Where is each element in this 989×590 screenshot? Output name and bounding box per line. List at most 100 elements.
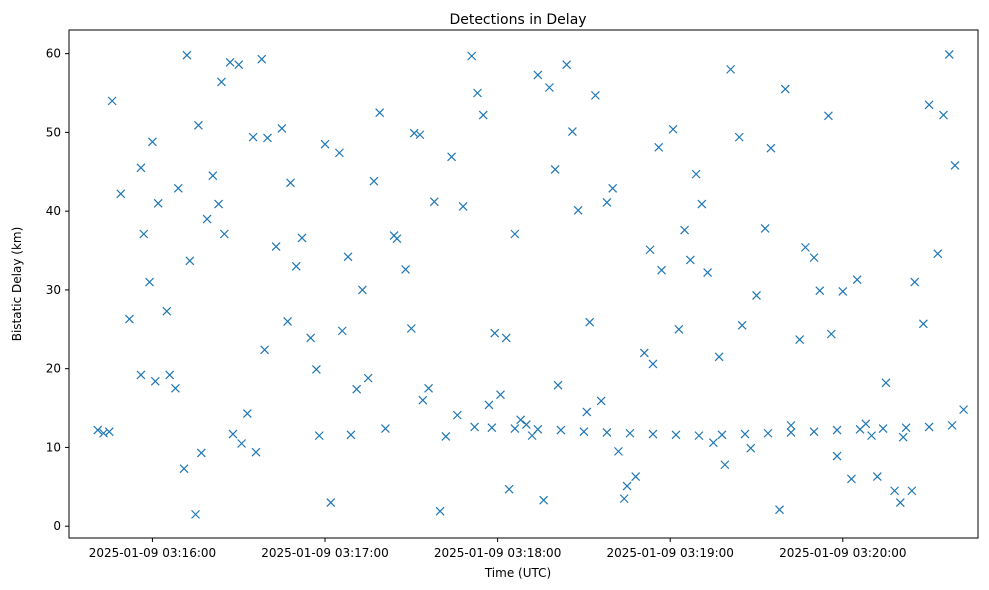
data-point	[809, 427, 819, 437]
data-point	[510, 424, 520, 433]
data-point	[107, 96, 117, 106]
data-point	[567, 127, 577, 137]
chart-title: Detections in Delay	[449, 12, 586, 28]
data-point	[648, 429, 658, 439]
data-point	[173, 183, 183, 193]
data-point	[631, 472, 641, 481]
data-point	[510, 229, 520, 239]
data-point	[596, 396, 606, 406]
data-point	[271, 242, 281, 252]
data-point	[165, 370, 175, 380]
data-point	[697, 199, 707, 209]
data-point	[622, 481, 632, 491]
data-point	[182, 50, 192, 60]
data-point	[826, 329, 836, 339]
data-point	[208, 171, 218, 181]
data-point	[901, 423, 911, 433]
data-point	[539, 495, 549, 505]
data-point	[311, 365, 321, 374]
data-point	[639, 348, 649, 358]
data-point	[890, 486, 900, 496]
data-point	[263, 133, 272, 143]
data-point	[737, 320, 747, 330]
data-point	[910, 277, 920, 287]
data-point	[939, 110, 948, 120]
data-point	[907, 486, 917, 496]
data-point	[562, 60, 572, 70]
data-point	[150, 376, 160, 386]
data-point	[855, 424, 865, 434]
data-point	[202, 214, 212, 224]
data-point	[225, 57, 235, 67]
data-point	[918, 319, 928, 329]
data-point	[478, 110, 488, 120]
data-point	[145, 277, 154, 287]
data-point	[582, 407, 592, 417]
data-point	[346, 430, 356, 440]
data-point	[429, 197, 439, 207]
data-point	[752, 290, 761, 300]
data-point	[248, 132, 258, 142]
data-point	[823, 111, 833, 121]
data-point	[283, 316, 293, 326]
data-point	[602, 428, 612, 437]
data-point	[234, 60, 244, 70]
data-point	[501, 333, 511, 343]
data-point	[556, 425, 566, 435]
data-point	[297, 233, 307, 243]
data-point	[401, 265, 410, 274]
data-point	[257, 54, 267, 64]
data-point	[815, 286, 825, 296]
data-point	[602, 198, 612, 207]
data-point	[104, 427, 114, 437]
y-tick-label: 0	[53, 519, 61, 533]
data-point	[898, 432, 908, 442]
data-point	[337, 326, 347, 336]
data-point	[924, 422, 934, 432]
y-axis-title: Bistatic Delay (km)	[10, 227, 24, 342]
data-point	[533, 70, 543, 80]
data-point	[614, 446, 623, 456]
data-point	[171, 383, 180, 393]
data-point	[369, 176, 379, 186]
x-tick-label: 2025-01-09 03:18:00	[434, 546, 561, 560]
data-point	[671, 430, 681, 440]
y-tick-label: 50	[46, 125, 61, 139]
data-point	[185, 256, 195, 266]
data-point	[809, 253, 819, 263]
data-point	[881, 378, 891, 388]
data-point	[242, 409, 252, 418]
data-point	[944, 49, 954, 59]
data-point	[786, 420, 796, 430]
data-point	[544, 83, 554, 92]
data-point	[326, 498, 336, 507]
data-point	[409, 128, 419, 138]
x-tick-label: 2025-01-09 03:19:00	[606, 546, 733, 560]
data-point	[452, 410, 462, 420]
data-point	[832, 451, 842, 461]
data-point	[608, 183, 618, 193]
data-point	[533, 424, 543, 434]
data-point	[162, 306, 172, 316]
data-point	[766, 143, 776, 153]
data-point	[657, 265, 667, 275]
data-point	[847, 474, 856, 484]
data-point	[320, 139, 330, 149]
data-point	[418, 395, 428, 405]
data-point	[619, 494, 629, 504]
data-point	[694, 431, 704, 441]
data-point	[838, 287, 848, 296]
data-point	[435, 506, 445, 516]
data-point	[895, 498, 905, 507]
data-point	[380, 424, 390, 433]
data-point	[467, 51, 477, 61]
data-point	[852, 275, 862, 285]
data-point	[352, 384, 362, 394]
data-point	[314, 431, 324, 441]
data-points	[93, 49, 969, 519]
data-point	[93, 425, 103, 435]
data-point	[775, 505, 784, 515]
x-tick-label: 2025-01-09 03:20:00	[779, 546, 906, 560]
